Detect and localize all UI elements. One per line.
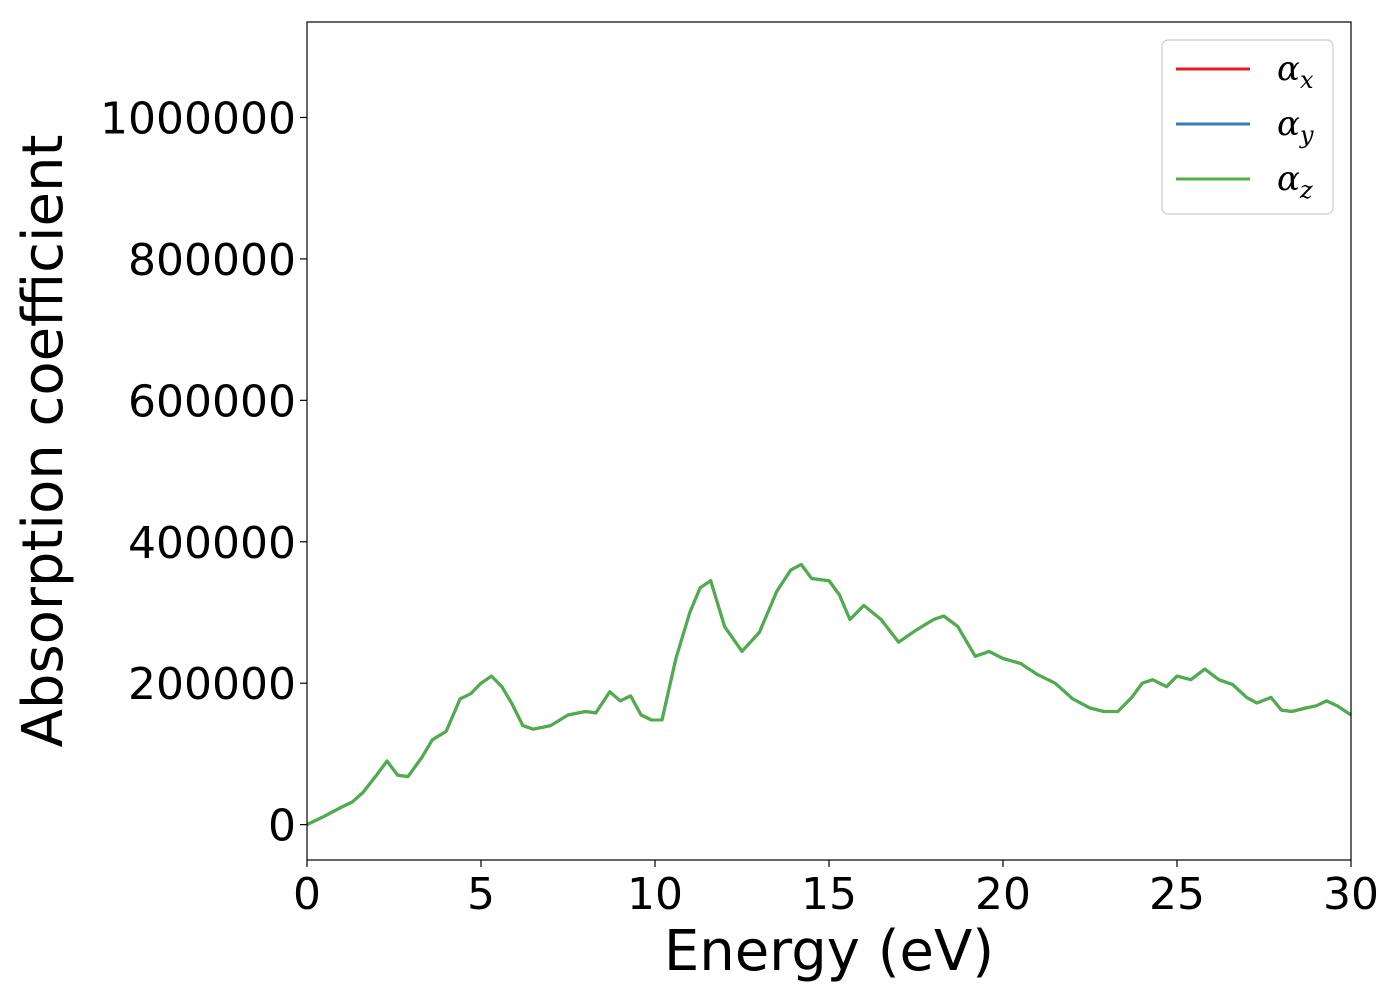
series-line-x	[306, 562, 1352, 826]
y-ticks: 0 200000 400000 600000 800000 1000000	[100, 93, 307, 852]
x-tick-label: 15	[801, 869, 857, 920]
series-line-z	[306, 562, 1352, 826]
series-line-y	[306, 562, 1352, 826]
x-tick-label: 20	[975, 869, 1031, 920]
y-tick-label: 200000	[128, 659, 296, 710]
x-tick-label: 25	[1149, 869, 1205, 920]
legend-box	[1161, 39, 1334, 215]
y-tick-label: 1000000	[100, 93, 296, 144]
x-axis-label: Energy (eV)	[664, 919, 994, 984]
y-tick-label: 800000	[128, 235, 296, 286]
x-tick-label: 30	[1323, 869, 1379, 920]
x-tick-label: 5	[467, 869, 495, 920]
legend-label-z: αz	[1277, 159, 1313, 204]
series-layer	[306, 562, 1352, 826]
y-tick-label: 600000	[128, 376, 296, 427]
x-tick-label: 0	[293, 869, 321, 920]
y-tick-label: 0	[268, 801, 296, 852]
y-axis-label: Absorption coefficient	[11, 135, 76, 748]
x-ticks: 0 5 10 15 20 25 30	[293, 860, 1379, 920]
x-tick-label: 10	[627, 869, 683, 920]
y-tick-label: 400000	[128, 518, 296, 569]
